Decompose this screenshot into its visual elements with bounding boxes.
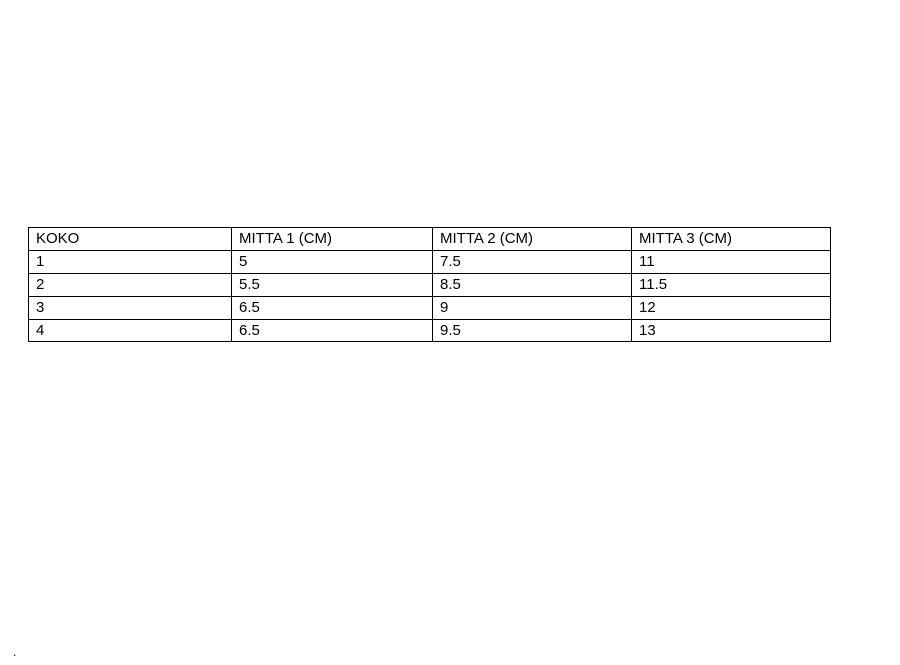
table-row: 2 5.5 8.5 11.5 — [28, 272, 831, 297]
column-header-mitta-2: MITTA 2 (CM) — [432, 227, 632, 251]
table-cell: 2 — [28, 272, 232, 297]
table-cell: 6.5 — [231, 295, 433, 320]
table-header-row: KOKO MITTA 1 (CM) MITTA 2 (CM) MITTA 3 (… — [28, 227, 831, 251]
column-header-mitta-1: MITTA 1 (CM) — [231, 227, 433, 251]
column-header-mitta-3: MITTA 3 (CM) — [631, 227, 831, 251]
stray-period-mark: . — [13, 645, 17, 659]
table-cell: 13 — [631, 318, 831, 343]
table-cell: 11.5 — [631, 272, 831, 297]
table-cell: 8.5 — [432, 272, 632, 297]
table-cell: 4 — [28, 318, 232, 343]
table-row: 4 6.5 9.5 13 — [28, 318, 831, 343]
table-cell: 5 — [231, 249, 433, 274]
column-header-koko: KOKO — [28, 227, 232, 251]
table-cell: 9 — [432, 295, 632, 320]
table-cell: 12 — [631, 295, 831, 320]
table-cell: 6.5 — [231, 318, 433, 343]
table-cell: 11 — [631, 249, 831, 274]
table-cell: 7.5 — [432, 249, 632, 274]
table-row: 3 6.5 9 12 — [28, 295, 831, 320]
table-cell: 1 — [28, 249, 232, 274]
table-cell: 9.5 — [432, 318, 632, 343]
table-cell: 5.5 — [231, 272, 433, 297]
size-table: KOKO MITTA 1 (CM) MITTA 2 (CM) MITTA 3 (… — [28, 227, 831, 343]
table-row: 1 5 7.5 11 — [28, 249, 831, 274]
table-cell: 3 — [28, 295, 232, 320]
